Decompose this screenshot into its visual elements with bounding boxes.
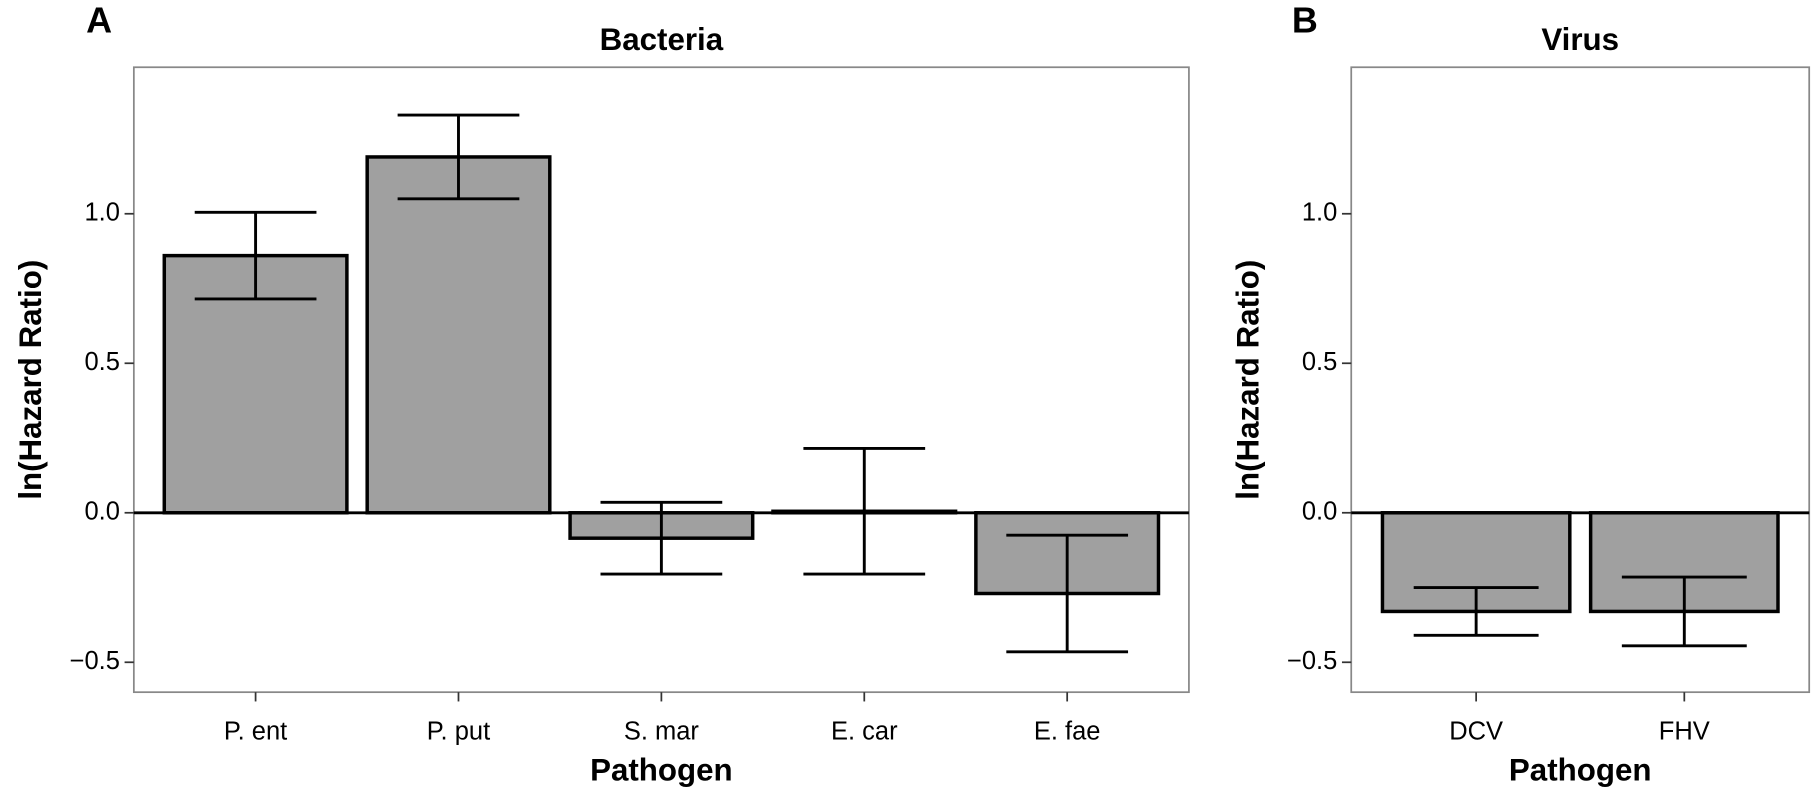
x-tick-label: DCV xyxy=(1449,717,1503,745)
x-tick-label: P. ent xyxy=(224,717,287,745)
panel-label: B xyxy=(1292,0,1318,41)
y-tick-label: 0.5 xyxy=(1302,348,1337,376)
x-tick-label: E. fae xyxy=(1034,717,1101,745)
x-axis-label: Pathogen xyxy=(590,752,733,787)
panel-label: A xyxy=(86,0,112,41)
x-axis-label: Pathogen xyxy=(1509,752,1652,787)
y-tick-label: 1.0 xyxy=(84,198,119,226)
x-tick-label: FHV xyxy=(1659,717,1710,745)
y-tick-label: 0.5 xyxy=(84,348,119,376)
error-bar xyxy=(600,500,723,576)
error-bar xyxy=(1413,586,1539,637)
plot-border xyxy=(1350,66,1811,694)
y-tick-label: 0.0 xyxy=(1302,498,1337,526)
x-tick-label: P. put xyxy=(427,717,490,745)
error-bar xyxy=(1621,575,1747,648)
error-bar xyxy=(803,447,926,576)
x-tick-label: S. mar xyxy=(624,717,700,745)
y-axis-label: ln(Hazard Ratio) xyxy=(1231,260,1266,500)
y-tick-label: −0.5 xyxy=(1287,647,1337,675)
y-tick-label: 0.0 xyxy=(84,498,119,526)
y-axis-label: ln(Hazard Ratio) xyxy=(13,260,48,500)
bar xyxy=(365,155,552,515)
chart-title: Virus xyxy=(1541,22,1619,57)
y-tick-label: −0.5 xyxy=(70,647,120,675)
chart-title: Bacteria xyxy=(600,22,724,57)
y-tick-label: 1.0 xyxy=(1302,198,1337,226)
error-bar xyxy=(397,113,520,201)
error-bar xyxy=(1006,533,1129,654)
x-tick-label: E. car xyxy=(831,717,898,745)
error-bar xyxy=(194,210,317,301)
